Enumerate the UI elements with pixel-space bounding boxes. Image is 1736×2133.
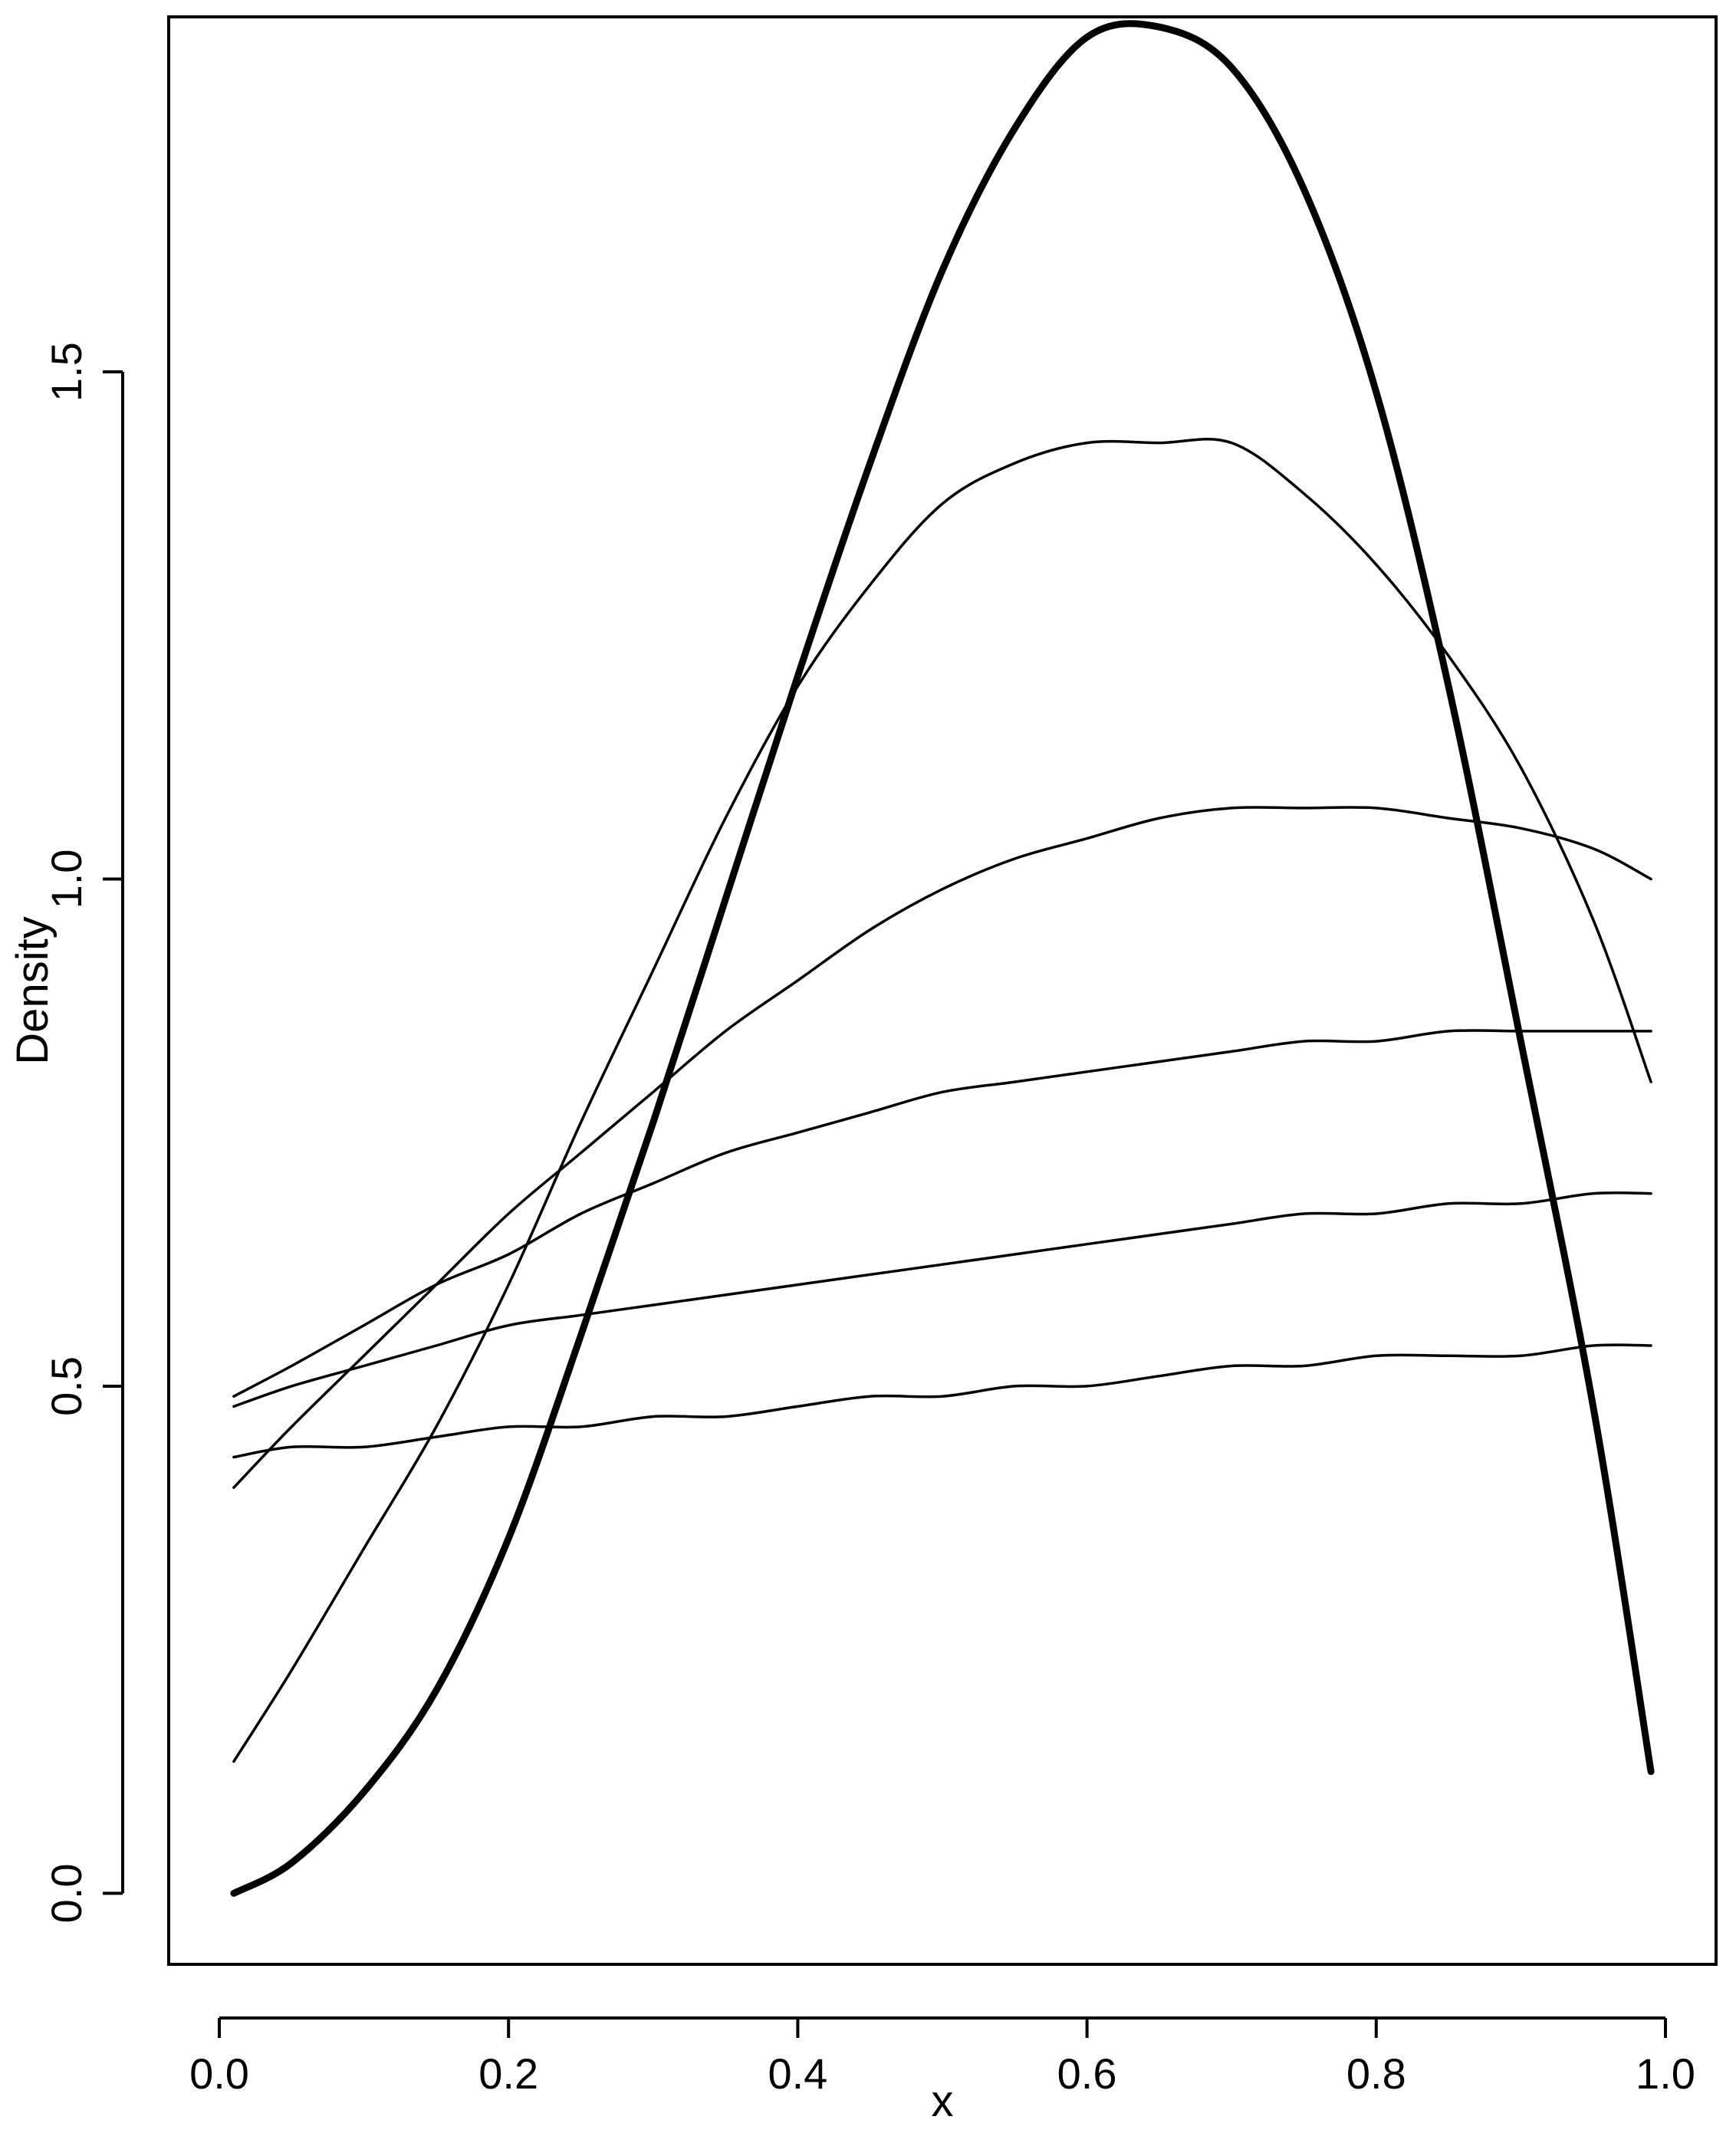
y-tick-label: 0.0 — [42, 1863, 90, 1923]
x-tick-label: 0.8 — [1346, 2049, 1406, 2098]
y-axis-title: Density — [8, 916, 58, 1064]
x-axis: 0.0 0.2 0.4 0.6 0.8 1.0 — [189, 2016, 1695, 2098]
series-line-5 — [232, 1191, 1652, 1408]
x-tick-label: 0.4 — [768, 2049, 827, 2098]
y-tick-label: 1.0 — [42, 850, 90, 909]
x-tick-label: 0.0 — [189, 2049, 249, 2098]
x-tick-label: 0.6 — [1057, 2049, 1117, 2098]
series-line-1 — [230, 20, 1655, 1897]
x-tick-label: 0.2 — [478, 2049, 538, 2098]
y-axis: 0.0 0.5 1.0 1.5 — [42, 342, 124, 1923]
series-layer — [230, 20, 1655, 1897]
plot-frame — [167, 15, 1718, 1966]
x-tick-label: 1.0 — [1636, 2049, 1695, 2098]
series-line-3 — [232, 806, 1652, 1489]
x-axis-title: x — [932, 2076, 954, 2126]
series-line-4 — [232, 1029, 1652, 1398]
y-tick-label: 0.5 — [42, 1356, 90, 1416]
y-tick-label: 1.5 — [42, 342, 90, 402]
series-line-2 — [232, 437, 1652, 1763]
series-line-6 — [232, 1343, 1652, 1459]
